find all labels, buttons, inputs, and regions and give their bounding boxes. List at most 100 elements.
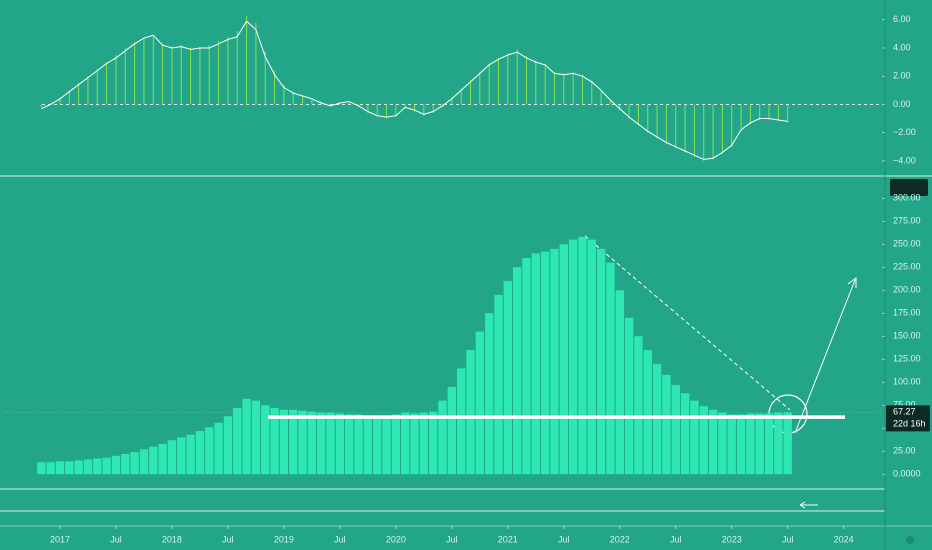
countdown-label: 22d 16h [893,419,926,429]
bar [130,452,139,475]
bar [46,462,55,475]
x-tick-label: 2018 [162,534,182,544]
bar [559,244,568,475]
y-tick-label: 4.00 [893,42,911,52]
y-tick-label: 0.0000 [893,469,921,479]
bar [718,412,727,475]
bar [186,434,195,475]
bar [727,414,736,475]
x-tick-label: Jul [670,534,682,544]
projection-arrow [794,279,856,434]
bar [401,412,410,475]
bar [447,386,456,475]
bar [783,412,792,475]
bar [578,236,587,475]
bar [634,336,643,475]
bar [363,415,373,475]
bar [550,248,559,475]
bar [410,413,419,475]
y-tick-label: 175.00 [893,308,921,318]
bar [317,412,326,475]
bar [223,416,233,475]
bar [456,368,466,475]
price-tag [886,405,930,432]
x-tick-label: Jul [558,534,570,544]
bar [139,449,149,475]
bar [494,294,503,475]
bar [652,363,662,475]
bar [690,400,699,475]
macd-line [41,20,788,161]
bar [74,460,83,475]
bar [205,427,214,475]
bar [307,411,317,475]
x-tick-label: Jul [446,534,458,544]
bar [503,281,512,475]
bar [121,453,130,475]
x-tick-label: Jul [222,534,234,544]
bar [774,412,783,475]
bar [512,267,522,475]
last-price-label: 67.27 [893,407,916,417]
arrow-head [847,277,857,288]
bar [195,430,205,475]
bar [531,253,540,475]
bar [438,400,447,475]
bar [242,398,251,475]
y-tick-label: 200.00 [893,285,921,295]
bar [279,409,289,475]
bar [568,239,578,475]
bar [382,415,391,475]
x-tick-label: Jul [782,534,794,544]
y-tick-label: −2.00 [893,127,916,137]
bar [680,393,690,475]
bar [289,409,298,475]
bar [102,457,111,475]
bar [419,412,429,475]
bar [149,446,158,475]
bar [55,461,65,475]
bar [662,374,671,475]
bar [261,405,270,475]
x-tick-label: 2020 [386,534,406,544]
bar [233,407,242,475]
x-tick-label: 2017 [50,534,70,544]
bar [606,262,615,475]
bar [83,459,93,475]
bar [167,440,177,475]
bar [699,406,708,475]
bar [111,455,121,475]
logo [906,536,914,544]
y-tick-label: 250.00 [893,239,921,249]
x-tick-label: 2019 [274,534,294,544]
y-tick-label: 225.00 [893,262,921,272]
x-tick-label: 2021 [498,534,518,544]
bar [596,248,606,475]
bar [335,413,345,475]
status-box [890,179,928,196]
bar [251,400,261,475]
bar [270,407,279,475]
y-tick-label: 0.00 [893,99,911,109]
bar [373,415,382,475]
y-tick-label: 2.00 [893,71,911,81]
bar [466,350,475,475]
bar [587,239,596,475]
trend-line [584,235,791,411]
bar [429,411,438,475]
bar [624,317,634,475]
bar [475,331,484,475]
bar [615,290,624,475]
bar [736,414,746,475]
y-tick-label: 125.00 [893,354,921,364]
x-tick-label: 2023 [722,534,742,544]
bar [643,350,652,475]
bar [354,414,363,475]
bar [158,443,167,475]
bar [764,413,774,475]
y-tick-label: 25.00 [893,446,916,456]
pointer-arrow [799,501,818,509]
y-tick-label: 100.00 [893,377,921,387]
y-tick-label: 75.00 [893,400,916,410]
